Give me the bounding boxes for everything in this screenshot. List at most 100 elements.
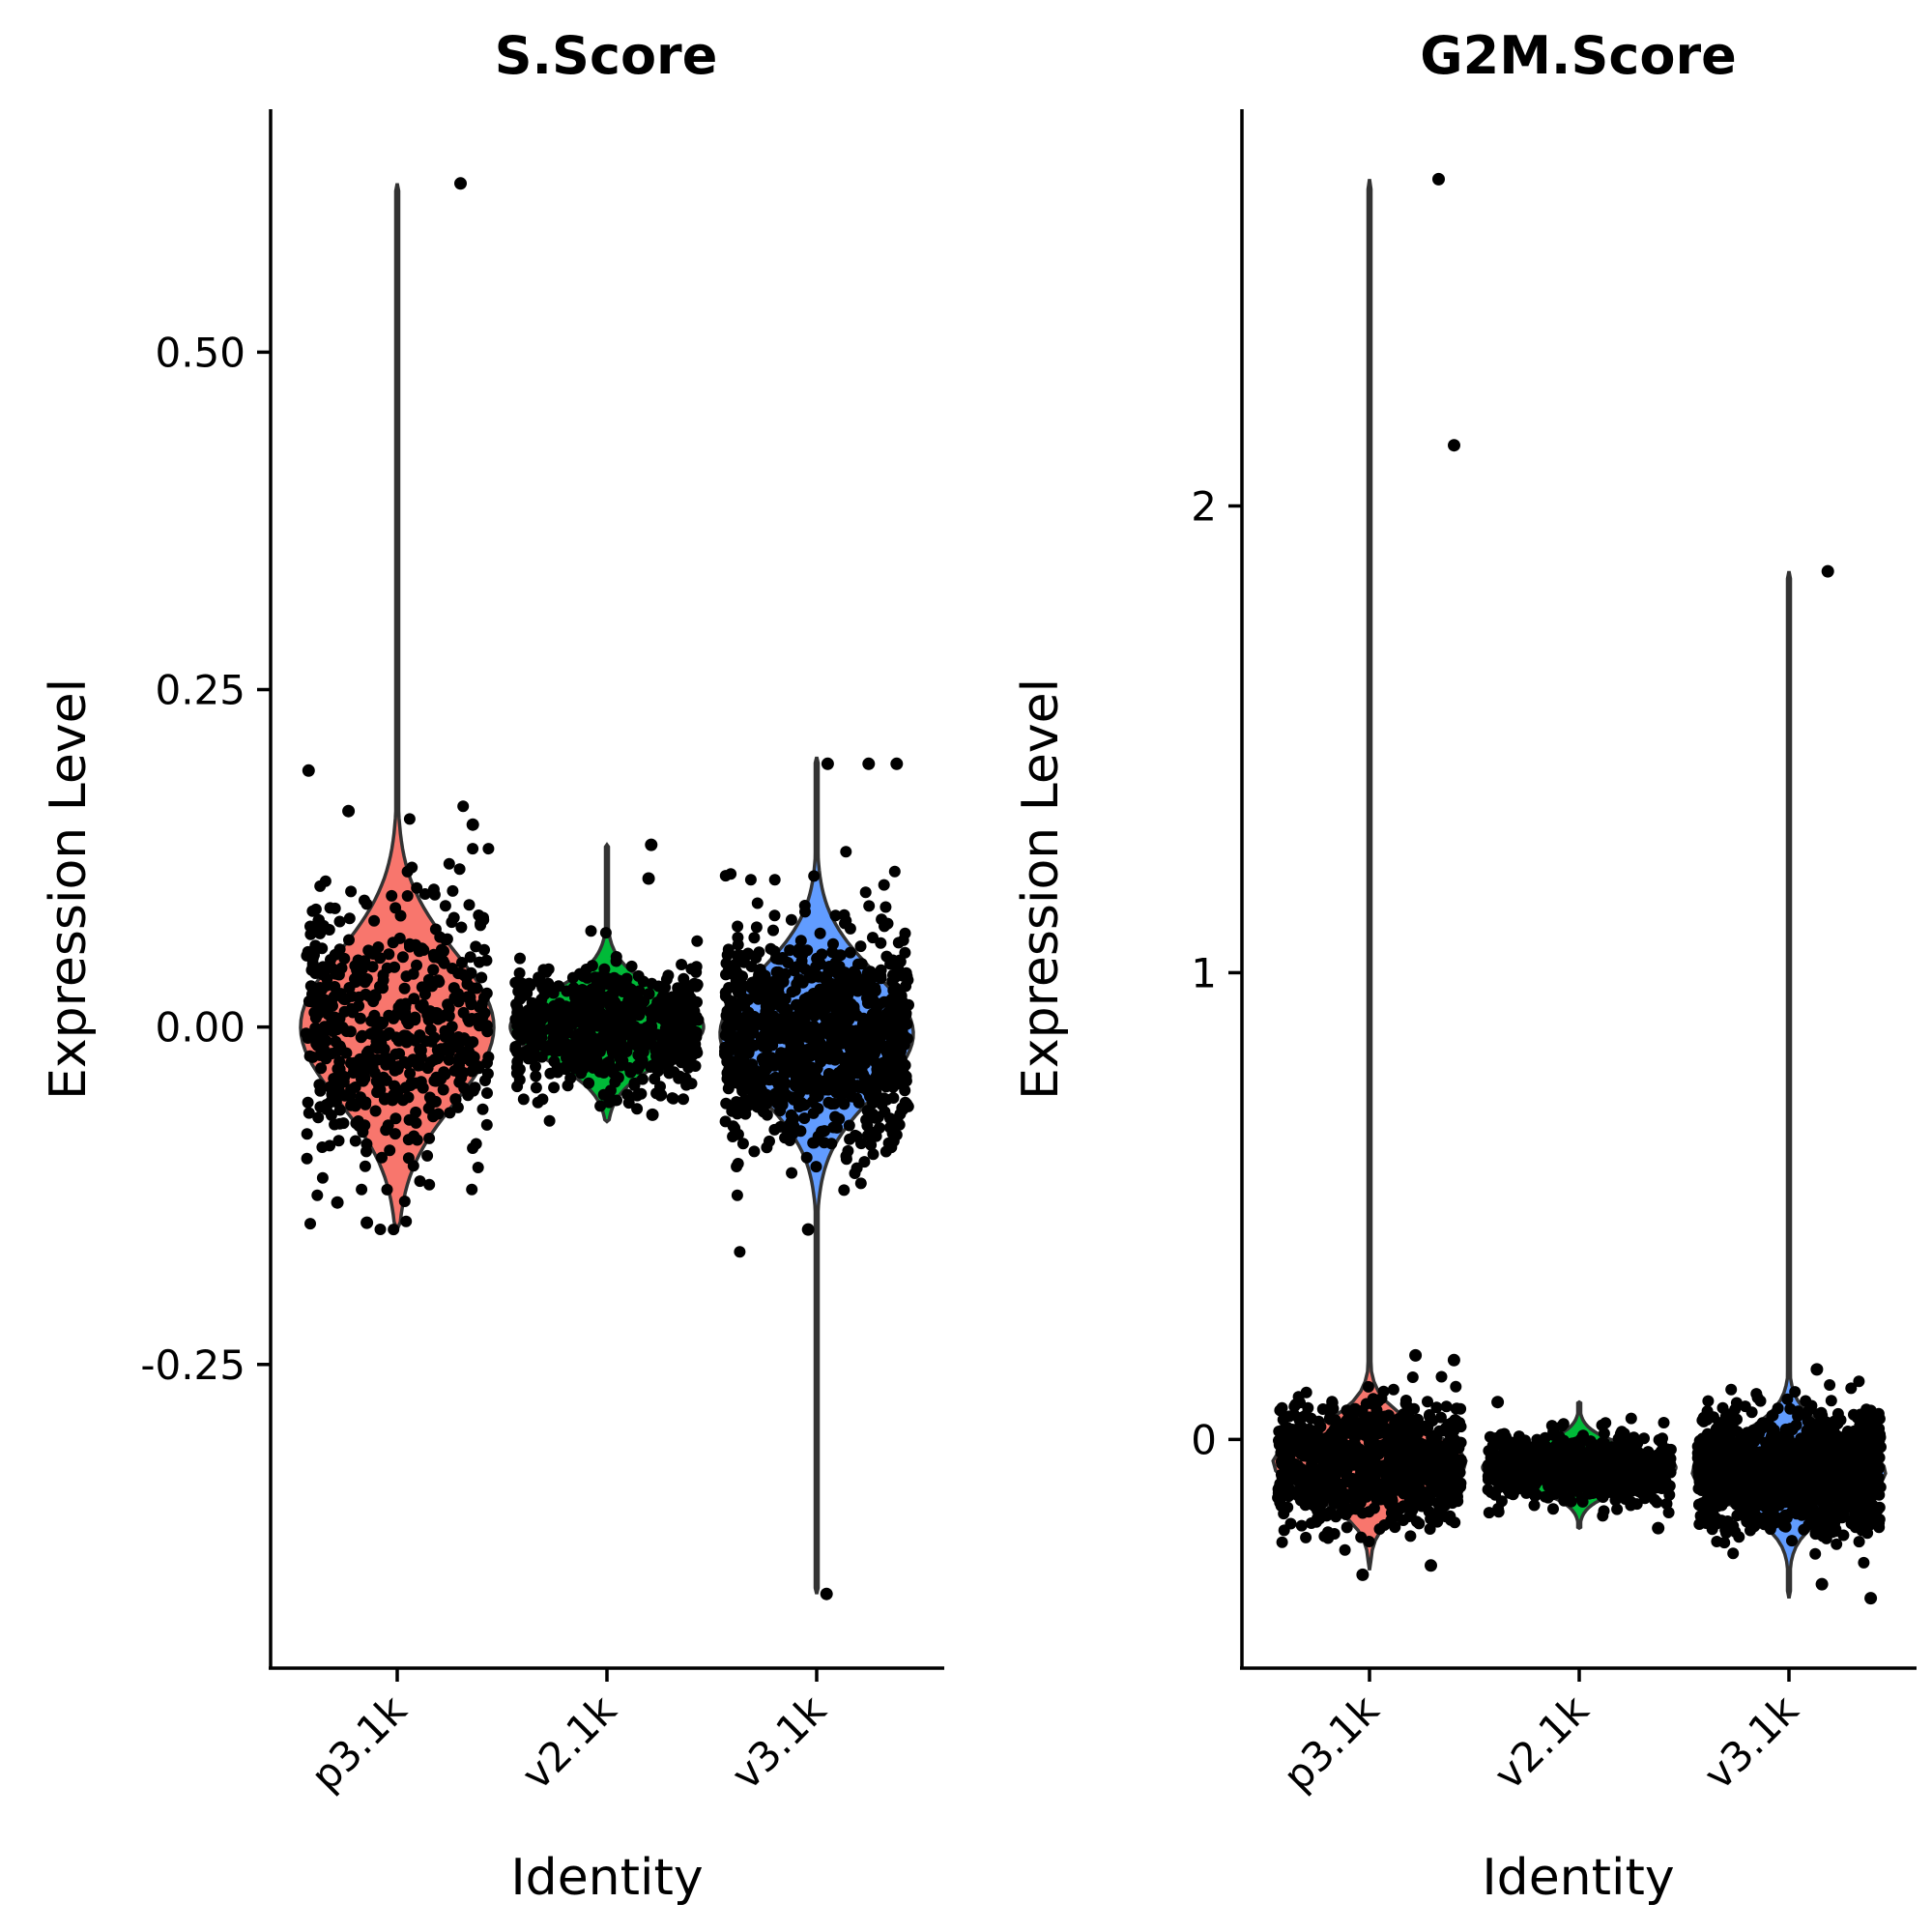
jitter-point: [407, 1160, 419, 1172]
jitter-point: [1545, 1420, 1558, 1432]
jitter-point: [399, 1081, 412, 1094]
jitter-point: [411, 881, 423, 894]
jitter-point: [388, 1224, 400, 1236]
jitter-point: [651, 1028, 663, 1041]
jitter-point: [785, 1091, 797, 1104]
jitter-point: [663, 1056, 676, 1069]
jitter-point: [811, 952, 823, 965]
jitter-point: [369, 991, 382, 1003]
jitter-point: [1572, 1457, 1584, 1470]
jitter-point: [768, 1123, 781, 1136]
jitter-point: [513, 1074, 526, 1086]
jitter-point: [1392, 1510, 1403, 1522]
jitter-point: [760, 1088, 772, 1101]
outlier-point: [821, 757, 834, 770]
jitter-point: [393, 932, 406, 944]
jitter-point: [402, 1018, 415, 1030]
jitter-point: [899, 927, 911, 939]
jitter-point: [530, 1060, 541, 1073]
jitter-point: [1702, 1395, 1715, 1407]
jitter-point: [308, 1006, 321, 1019]
jitter-point: [1418, 1463, 1430, 1476]
jitter-point: [369, 1105, 382, 1117]
jitter-point: [785, 1045, 797, 1057]
jitter-point: [825, 1098, 838, 1110]
jitter-point: [473, 909, 485, 921]
jitter-point: [480, 1118, 493, 1131]
jitter-point: [769, 952, 782, 965]
jitter-point: [1652, 1471, 1664, 1484]
jitter-point: [540, 966, 553, 978]
jitter-point: [1664, 1443, 1677, 1456]
jitter-point: [1341, 1521, 1353, 1534]
y-axis-label: Expression Level: [40, 678, 98, 1100]
jitter-point: [1355, 1531, 1368, 1543]
jitter-point: [750, 921, 763, 934]
jitter-point: [376, 1151, 388, 1164]
jitter-point: [464, 1037, 476, 1050]
jitter-point: [815, 1024, 827, 1035]
jitter-point: [447, 982, 460, 995]
jitter-point: [319, 875, 332, 887]
jitter-point: [628, 1022, 641, 1034]
jitter-point: [1404, 1530, 1417, 1543]
jitter-point: [403, 1113, 416, 1126]
jitter-point: [552, 1044, 564, 1056]
jitter-point: [587, 1033, 599, 1046]
jitter-point: [411, 959, 422, 971]
jitter-point: [372, 941, 385, 953]
jitter-point: [449, 1093, 462, 1106]
jitter-point: [736, 999, 749, 1012]
jitter-point: [1824, 1379, 1836, 1391]
jitter-point: [1378, 1519, 1391, 1531]
jitter-point: [1349, 1439, 1362, 1452]
jitter-point: [895, 990, 908, 1002]
jitter-point: [1628, 1431, 1640, 1444]
jitter-point: [370, 1075, 383, 1087]
jitter-point: [1283, 1443, 1296, 1456]
jitter-point: [574, 1016, 587, 1028]
jitter-point: [649, 1011, 661, 1024]
jitter-point: [779, 1132, 792, 1144]
jitter-point: [1424, 1409, 1435, 1421]
jitter-point: [1625, 1412, 1637, 1425]
y-tick-label: 0.50: [155, 329, 245, 376]
jitter-point: [836, 978, 849, 991]
jitter-point: [1786, 1535, 1798, 1547]
jitter-point: [371, 1086, 384, 1099]
jitter-point: [482, 843, 495, 855]
jitter-point: [1522, 1440, 1535, 1453]
jitter-point: [871, 1068, 883, 1081]
jitter-point: [621, 1088, 634, 1101]
jitter-point: [1781, 1426, 1793, 1438]
jitter-point: [407, 1053, 419, 1066]
jitter-point: [583, 1077, 595, 1089]
jitter-point: [467, 1084, 479, 1097]
jitter-point: [1402, 1410, 1415, 1423]
jitter-point: [597, 1066, 610, 1079]
jitter-point: [789, 965, 800, 977]
jitter-point: [510, 998, 523, 1011]
y-tick-label: 0.00: [155, 1004, 245, 1052]
jitter-point: [899, 1084, 911, 1097]
jitter-point: [761, 1109, 773, 1121]
jitter-point: [790, 1072, 802, 1084]
jitter-point: [368, 914, 381, 927]
jitter-point: [1364, 1458, 1375, 1471]
jitter-point: [808, 1137, 821, 1149]
jitter-point: [1725, 1383, 1738, 1396]
jitter-point: [721, 949, 734, 962]
outlier-point: [454, 177, 467, 190]
jitter-point: [1295, 1519, 1308, 1532]
jitter-point: [427, 1110, 440, 1123]
outlier-point: [331, 1196, 344, 1209]
jitter-point: [767, 924, 779, 937]
jitter-point: [1360, 1490, 1372, 1503]
jitter-point: [1789, 1386, 1802, 1399]
jitter-point: [356, 1183, 368, 1196]
jitter-point: [567, 1052, 580, 1064]
jitter-point: [1389, 1521, 1401, 1534]
jitter-point: [416, 981, 428, 994]
jitter-point: [842, 1014, 854, 1026]
jitter-point: [880, 1093, 893, 1106]
